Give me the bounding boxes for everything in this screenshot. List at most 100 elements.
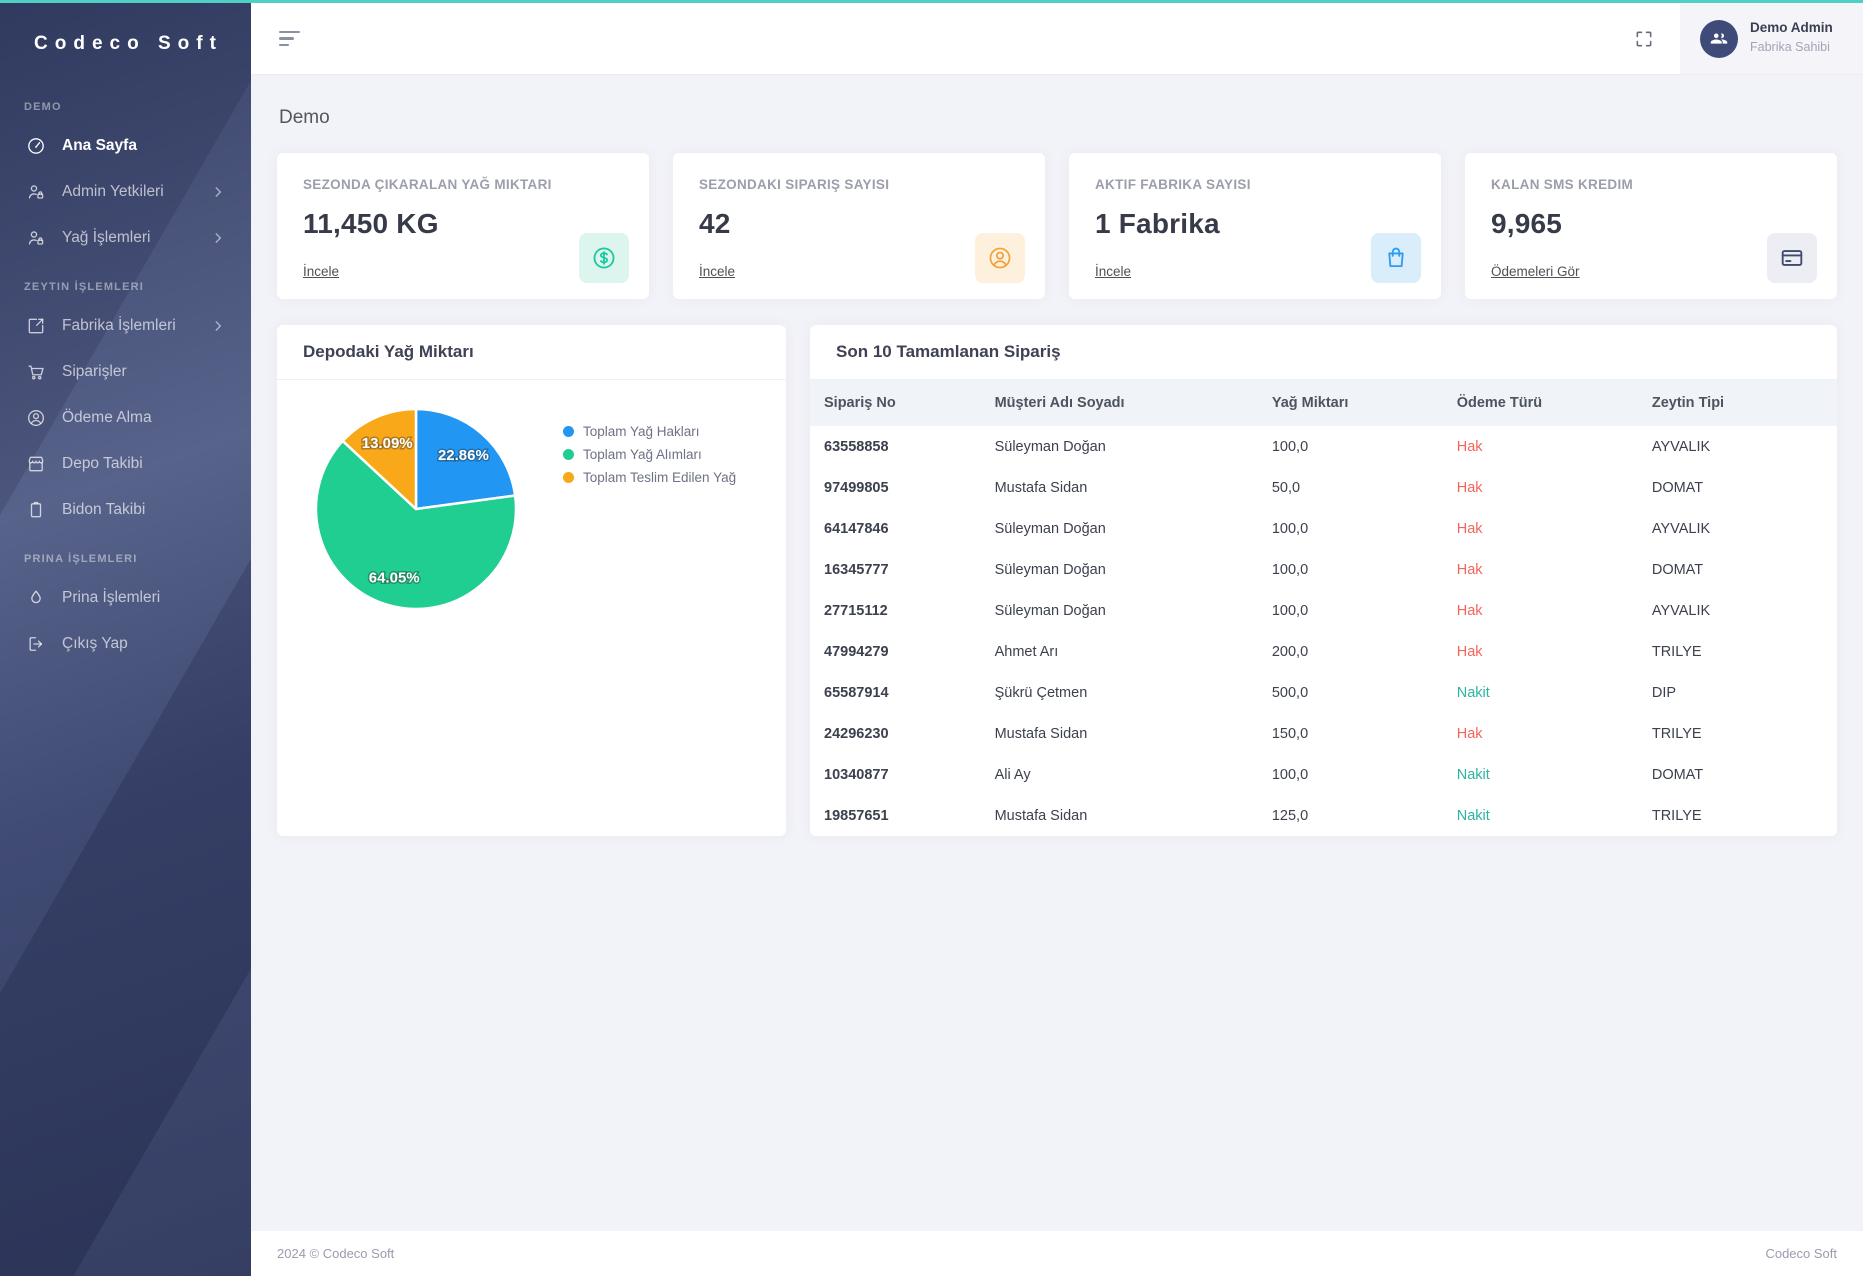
cell-order_no: 10340877: [824, 766, 889, 783]
cell-olive_type: TRILYE: [1651, 725, 1702, 742]
chart-legend: Toplam Yağ Hakları Toplam Yağ Alımları Top…: [563, 424, 736, 629]
page-title: Demo: [279, 107, 330, 128]
stat-card: AKTIF FABRIKA SAYISI 1 Fabrika İncele: [1069, 153, 1441, 299]
cell-order_no: 97499805: [824, 479, 889, 496]
table-row[interactable]: 24296230 Mustafa Sidan 150,0 Hak TRILYE: [810, 713, 1837, 754]
table-row[interactable]: 19857651 Mustafa Sidan 125,0 Nakit TRILYE: [810, 795, 1837, 836]
user-menu[interactable]: Demo Admin Fabrika Sahibi: [1680, 3, 1863, 74]
droplet-icon: [26, 588, 46, 608]
cell-order_no: 47994279: [824, 643, 889, 660]
sidebar-nav: DEMO Ana Sayfa Admin Yetkileri Yağ İşlemler…: [0, 81, 251, 667]
cell-amount: 200,0: [1271, 643, 1309, 660]
sidebar: Codeco Soft DEMO Ana Sayfa Admin Yetkileri…: [0, 3, 251, 1276]
cell-customer: Mustafa Sidan: [994, 725, 1088, 742]
orders-table: Sipariş No Müşteri Adı Soyadı Yağ Miktarı Ö…: [810, 380, 1837, 836]
cell-olive_type: AYVALIK: [1651, 520, 1711, 537]
nav-section-label: PRINA İŞLEMLERI: [24, 553, 138, 565]
sidebar-item-depo-takibi[interactable]: Depo Takibi: [0, 441, 251, 487]
sidebar-item-ana-sayfa[interactable]: Ana Sayfa: [0, 123, 251, 169]
sidebar-item-yağ-i̇şlemleri[interactable]: Yağ İşlemleri: [0, 215, 251, 261]
cell-order_no: 65587914: [824, 684, 889, 701]
user-circle-icon: [26, 408, 46, 428]
legend-item[interactable]: Toplam Yağ Alımları: [563, 447, 736, 462]
stat-card-link[interactable]: İncele: [1095, 264, 1132, 279]
stat-card-title: KALAN SMS KREDIM: [1491, 177, 1634, 192]
pie-slice-1[interactable]: [314, 439, 518, 611]
cell-olive_type: AYVALIK: [1651, 602, 1711, 619]
legend-item[interactable]: Toplam Teslim Edilen Yağ: [563, 470, 736, 485]
sidebar-item-siparişler[interactable]: Siparişler: [0, 349, 251, 395]
cell-amount: 150,0: [1271, 725, 1309, 742]
legend-item[interactable]: Toplam Yağ Hakları: [563, 424, 736, 439]
cell-olive_type: TRILYE: [1651, 643, 1702, 660]
stat-card-title: SEZONDA ÇIKARALAN YAĞ MIKTARI: [303, 177, 552, 192]
sidebar-item-bidon-takibi[interactable]: Bidon Takibi: [0, 487, 251, 533]
cell-amount: 100,0: [1271, 520, 1309, 537]
cell-payment: Nakit: [1456, 807, 1490, 824]
sidebar-item-label: Siparişler: [62, 363, 127, 380]
cell-amount: 100,0: [1271, 602, 1309, 619]
pie-slice-2[interactable]: [341, 407, 418, 511]
legend-dot: [563, 472, 574, 483]
logout-icon: [26, 634, 46, 654]
cell-amount: 125,0: [1271, 807, 1309, 824]
fullscreen-icon[interactable]: [1634, 29, 1654, 49]
table-row[interactable]: 16345777 Süleyman Doğan 100,0 Hak DOMAT: [810, 549, 1837, 590]
user-name: Demo Admin: [1750, 20, 1833, 36]
cell-amount: 50,0: [1271, 479, 1301, 496]
orders-column-header: Müşteri Adı Soyadı: [984, 380, 1262, 426]
stat-card: SEZONDAKI SIPARIŞ SAYISI 42 İncele: [673, 153, 1045, 299]
cell-customer: Süleyman Doğan: [994, 602, 1106, 619]
cell-customer: Şükrü Çetmen: [994, 684, 1088, 701]
table-row[interactable]: 27715112 Süleyman Doğan 100,0 Hak AYVALIK: [810, 590, 1837, 631]
sidebar-item-çıkış-yap[interactable]: Çıkış Yap: [0, 621, 251, 667]
cell-payment: Hak: [1456, 520, 1483, 537]
cell-customer: Ahmet Arı: [994, 643, 1059, 660]
stat-card-title: AKTIF FABRIKA SAYISI: [1095, 177, 1251, 192]
canister-icon: [26, 500, 46, 520]
cell-order_no: 27715112: [824, 602, 888, 619]
orders-table-header-row: Sipariş No Müşteri Adı Soyadı Yağ Miktarı Ö…: [810, 380, 1837, 426]
stat-card-link[interactable]: İncele: [303, 264, 340, 279]
cell-order_no: 24296230: [824, 725, 889, 742]
stat-card: SEZONDA ÇIKARALAN YAĞ MIKTARI 11,450 KG İn…: [277, 153, 649, 299]
table-row[interactable]: 63558858 Süleyman Doğan 100,0 Hak AYVALIK: [810, 426, 1837, 467]
pie-slice-0[interactable]: [414, 407, 517, 511]
stat-card-link[interactable]: Ödemeleri Gör: [1491, 264, 1580, 279]
sidebar-item-label: Yağ İşlemleri: [62, 229, 151, 246]
topbar: Demo Admin Fabrika Sahibi: [251, 3, 1863, 75]
box-arrow-icon: [26, 316, 46, 336]
stat-card-link[interactable]: İncele: [699, 264, 736, 279]
table-row[interactable]: 47994279 Ahmet Arı 200,0 Hak TRILYE: [810, 631, 1837, 672]
table-row[interactable]: 97499805 Mustafa Sidan 50,0 Hak DOMAT: [810, 467, 1837, 508]
orders-panel: Son 10 Tamamlanan Sipariş Sipariş No Müşt…: [810, 325, 1837, 836]
dollar-circle-icon: [579, 233, 629, 283]
cell-olive_type: DOMAT: [1651, 479, 1704, 496]
storefront-icon: [26, 454, 46, 474]
sidebar-item-ödeme-alma[interactable]: Ödeme Alma: [0, 395, 251, 441]
table-row[interactable]: 10340877 Ali Ay 100,0 Nakit DOMAT: [810, 754, 1837, 795]
menu-toggle-icon[interactable]: [279, 30, 300, 47]
user-lock-icon: [26, 182, 46, 202]
cell-order_no: 16345777: [824, 561, 889, 578]
sidebar-item-admin-yetkileri[interactable]: Admin Yetkileri: [0, 169, 251, 215]
legend-label: Toplam Teslim Edilen Yağ: [583, 470, 737, 485]
shopping-bag-icon: [1371, 233, 1421, 283]
cell-payment: Hak: [1456, 602, 1483, 619]
sidebar-item-prina-i̇şlemleri[interactable]: Prina İşlemleri: [0, 575, 251, 621]
table-row[interactable]: 65587914 Şükrü Çetmen 500,0 Nakit DIP: [810, 672, 1837, 713]
cell-amount: 500,0: [1271, 684, 1309, 701]
cell-order_no: 64147846: [824, 520, 889, 537]
cell-order_no: 63558858: [824, 438, 889, 455]
content: Demo SEZONDA ÇIKARALAN YAĞ MIKTARI 11,450…: [251, 75, 1863, 1231]
table-row[interactable]: 64147846 Süleyman Doğan 100,0 Hak AYVALIK: [810, 508, 1837, 549]
oil-pie-chart: 22.86% 64.05% 13.09%: [301, 394, 531, 629]
sidebar-item-fabrika-i̇şlemleri[interactable]: Fabrika İşlemleri: [0, 303, 251, 349]
cell-customer: Süleyman Doğan: [994, 561, 1106, 578]
cell-amount: 100,0: [1271, 561, 1309, 578]
sidebar-item-label: Fabrika İşlemleri: [62, 317, 176, 334]
orders-column-header: Sipariş No: [810, 380, 985, 426]
orders-column-header: Ödeme Türü: [1446, 380, 1642, 426]
cell-payment: Nakit: [1456, 684, 1490, 701]
orders-column-header: Yağ Miktarı: [1261, 380, 1447, 426]
